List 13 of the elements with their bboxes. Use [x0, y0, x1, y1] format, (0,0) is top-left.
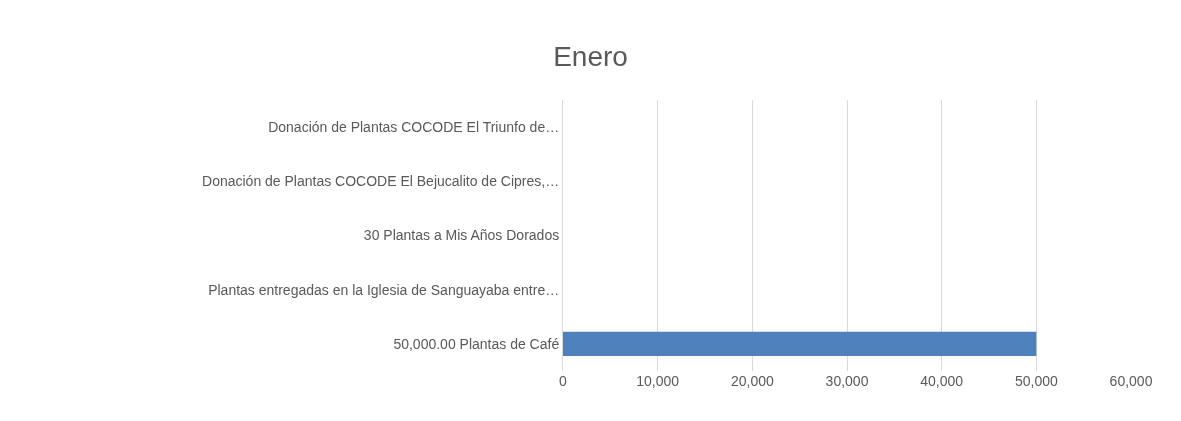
x-tick-label: 10,000: [636, 373, 680, 389]
x-tick-label: 50,000: [1014, 373, 1058, 389]
y-tick-label: Donación de Plantas COCODE El Bejucalito de Cipres,…: [202, 173, 560, 190]
x-tick-label: 0: [559, 373, 568, 389]
x-tick-label: 20,000: [730, 373, 774, 389]
y-tick-label: Donación de Plantas COCODE El Triunfo de…: [268, 119, 560, 135]
y-tick-label: 30 Plantas a Mis Años Dorados: [363, 227, 560, 244]
y-tick-label: 50,000.00 Plantas de Café: [393, 335, 560, 352]
x-tick-label: 60,000: [1109, 373, 1153, 389]
y-tick-label: Plantas entregadas en la Iglesia de Sanguayaba entre…: [208, 281, 560, 298]
x-tick-label: 30,000: [825, 373, 869, 389]
chart-title: Enero: [553, 40, 628, 72]
x-tick-label: 40,000: [920, 373, 964, 389]
